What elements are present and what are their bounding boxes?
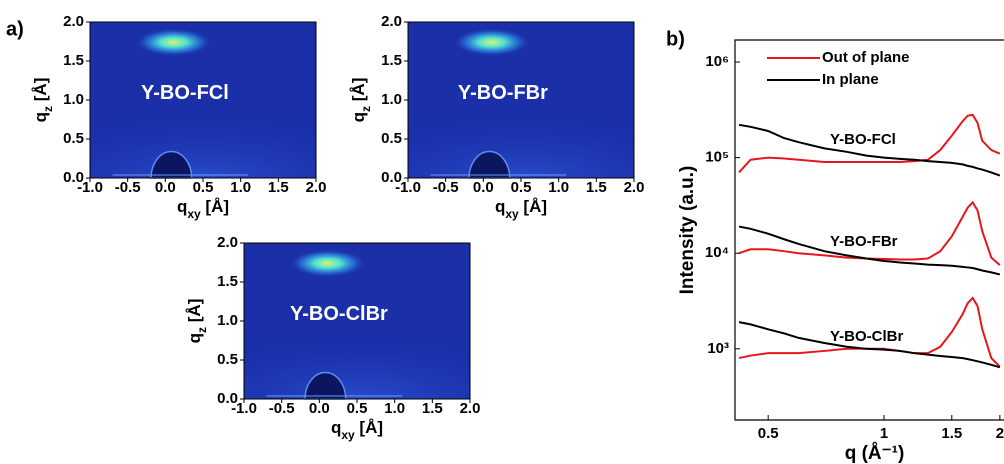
x-tick-label: 2.0 (624, 179, 645, 196)
x-axis-label-sub: xy (505, 207, 519, 221)
y-axis-label-rest: [Å] (349, 78, 368, 106)
x-tick-label: 1.0 (548, 179, 569, 196)
sample-label: Y-BO-FBr (830, 233, 898, 250)
y-tick-label: 0.5 (217, 351, 238, 368)
annotation: Y-BO-ClBr (290, 303, 388, 325)
x-axis-label: qxy [Å] (331, 418, 383, 442)
y-tick-label: 1.0 (217, 312, 238, 329)
y-tick-label: 1.0 (381, 91, 402, 108)
y-tick-label: 2.0 (381, 13, 402, 30)
diffraction-spot (453, 28, 530, 56)
x-tick-label: 2.0 (460, 400, 481, 417)
x-tick-label: 2.0 (306, 179, 327, 196)
panel-label: b) (666, 28, 685, 50)
y-axis-label-rest: [Å] (185, 299, 204, 327)
axes-frame (735, 40, 1004, 420)
y-axis-label-base: q (349, 112, 368, 122)
x-axis-label: qxy [Å] (495, 197, 547, 221)
y-tick-label: 2.0 (217, 234, 238, 251)
x-tick-label: 0.5 (193, 179, 214, 196)
x-axis-label-base: q (495, 197, 505, 216)
y-tick-label: 0.5 (381, 130, 402, 147)
y-axis-label-base: q (185, 333, 204, 343)
x-tick-label: 1.0 (384, 400, 405, 417)
y-axis-label-rest: [Å] (31, 78, 50, 106)
panel-label: a) (6, 18, 24, 40)
scatter-glow (408, 108, 634, 178)
y-tick-label: 2.0 (63, 13, 84, 30)
x-tick-label: 1 (880, 425, 888, 442)
x-axis-label-rest: [Å] (355, 418, 383, 437)
y-axis-label: qz [Å] (349, 78, 373, 123)
y-tick-label: 10⁴ (705, 244, 729, 261)
x-tick-label: 1.0 (230, 179, 251, 196)
x-tick-label: 1.5 (422, 400, 443, 417)
scatter-glow (90, 108, 316, 178)
y-tick-label: 1.5 (63, 52, 84, 69)
y-tick-label: 10⁵ (705, 149, 729, 166)
x-tick-label: 1.5 (268, 179, 289, 196)
x-tick-label: -0.5 (115, 179, 141, 196)
y-tick-label: 10³ (707, 340, 729, 357)
x-tick-label: -0.5 (433, 179, 459, 196)
x-tick-label: 0.5 (758, 425, 779, 442)
y-axis-label: Intensity (a.u.) (677, 166, 698, 295)
x-tick-label: 0.0 (473, 179, 494, 196)
x-tick-label: -0.5 (269, 400, 295, 417)
y-tick-label: 1.0 (63, 91, 84, 108)
x-axis-label-sub: xy (187, 207, 201, 221)
figure: Y-BO-FCl-1.0-0.50.00.51.01.52.00.00.51.0… (0, 0, 1004, 464)
y-tick-label: 0.0 (381, 169, 402, 186)
legend-label: In plane (822, 71, 879, 88)
x-axis-label: qxy [Å] (177, 197, 229, 221)
y-tick-label: 1.5 (381, 52, 402, 69)
x-axis-label-rest: [Å] (519, 197, 547, 216)
x-axis-label-base: q (331, 418, 341, 437)
y-tick-label: 0.0 (63, 169, 84, 186)
sample-label: Y-BO-FCl (830, 131, 896, 148)
y-tick-label: 10⁶ (705, 53, 729, 70)
x-tick-label: 0.0 (309, 400, 330, 417)
x-tick-label: 1.5 (941, 425, 962, 442)
diffraction-spot (135, 28, 212, 56)
scatter-glow (244, 329, 470, 399)
y-axis-label: qz [Å] (31, 78, 55, 123)
x-axis-label-base: q (177, 197, 187, 216)
legend-label: Out of plane (822, 49, 910, 66)
x-axis-label-sub: xy (341, 428, 355, 442)
x-tick-label: 1.5 (586, 179, 607, 196)
diffraction-spot (289, 249, 366, 277)
y-tick-label: 0.0 (217, 390, 238, 407)
y-tick-label: 0.5 (63, 130, 84, 147)
x-axis-label-rest: [Å] (201, 197, 229, 216)
x-tick-label: 0.0 (155, 179, 176, 196)
x-tick-label: 0.5 (511, 179, 532, 196)
x-tick-label: 0.5 (347, 400, 368, 417)
y-tick-label: 1.5 (217, 273, 238, 290)
y-axis-label: qz [Å] (185, 299, 209, 344)
annotation: Y-BO-FCl (141, 82, 229, 104)
annotation: Y-BO-FBr (458, 82, 548, 104)
sample-label: Y-BO-ClBr (830, 328, 904, 345)
x-axis-label: q (Å⁻¹) (845, 443, 905, 464)
y-axis-label-base: q (31, 112, 50, 122)
x-tick-label: 2 (996, 425, 1004, 442)
